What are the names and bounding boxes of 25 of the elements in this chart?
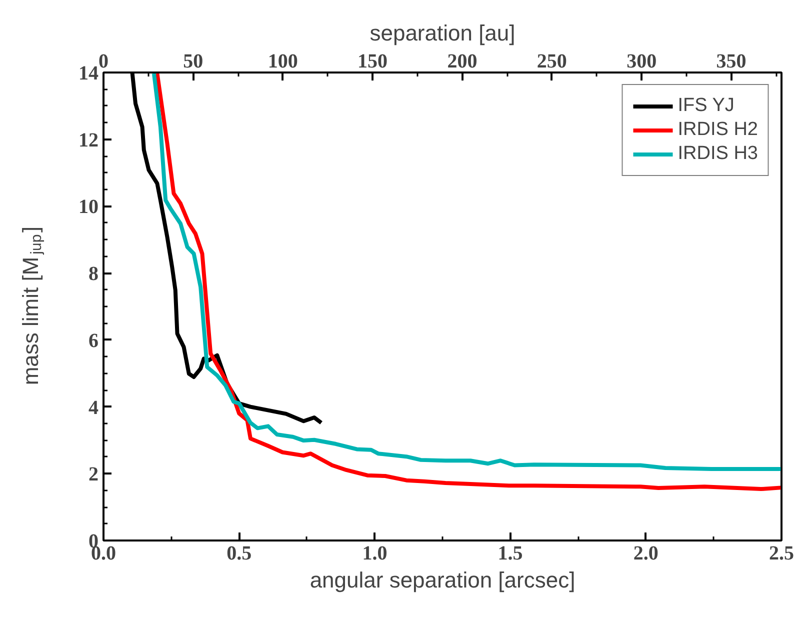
legend-label: IRDIS H3 — [678, 143, 758, 165]
y-tick-label: 4 — [88, 396, 98, 419]
y-tick-label: 12 — [78, 129, 98, 152]
x-tick-label: 2.5 — [769, 542, 794, 564]
x-tick-label: 1.0 — [362, 542, 388, 564]
x2-axis-title: separation [au] — [370, 20, 516, 46]
x2-tick-label: 350 — [716, 50, 746, 72]
y-tick-label: 8 — [88, 263, 98, 286]
y-tick-label: 10 — [78, 196, 98, 218]
x2-tick-label: 300 — [626, 50, 657, 72]
y-tick-label: 2 — [88, 464, 98, 486]
x2-tick-label: 150 — [358, 50, 388, 72]
y-tick-label: 6 — [88, 330, 98, 352]
x2-tick-label: 200 — [447, 50, 478, 72]
x-tick-label: 2.0 — [633, 542, 658, 564]
x-tick-label: 1.5 — [498, 542, 523, 564]
x2-tick-label: 50 — [183, 50, 204, 72]
x2-tick-label: 100 — [268, 50, 298, 72]
y-axis-title: mass limit [Mjup] — [18, 226, 45, 386]
y-tick-label: 14 — [78, 62, 98, 84]
legend-label: IFS YJ — [678, 95, 734, 117]
x-axis-title: angular separation [arcsec] — [310, 568, 576, 592]
x2-tick-label: 250 — [536, 50, 567, 72]
legend-label: IRDIS H2 — [678, 119, 758, 141]
x-tick-label: 0.5 — [226, 542, 252, 564]
